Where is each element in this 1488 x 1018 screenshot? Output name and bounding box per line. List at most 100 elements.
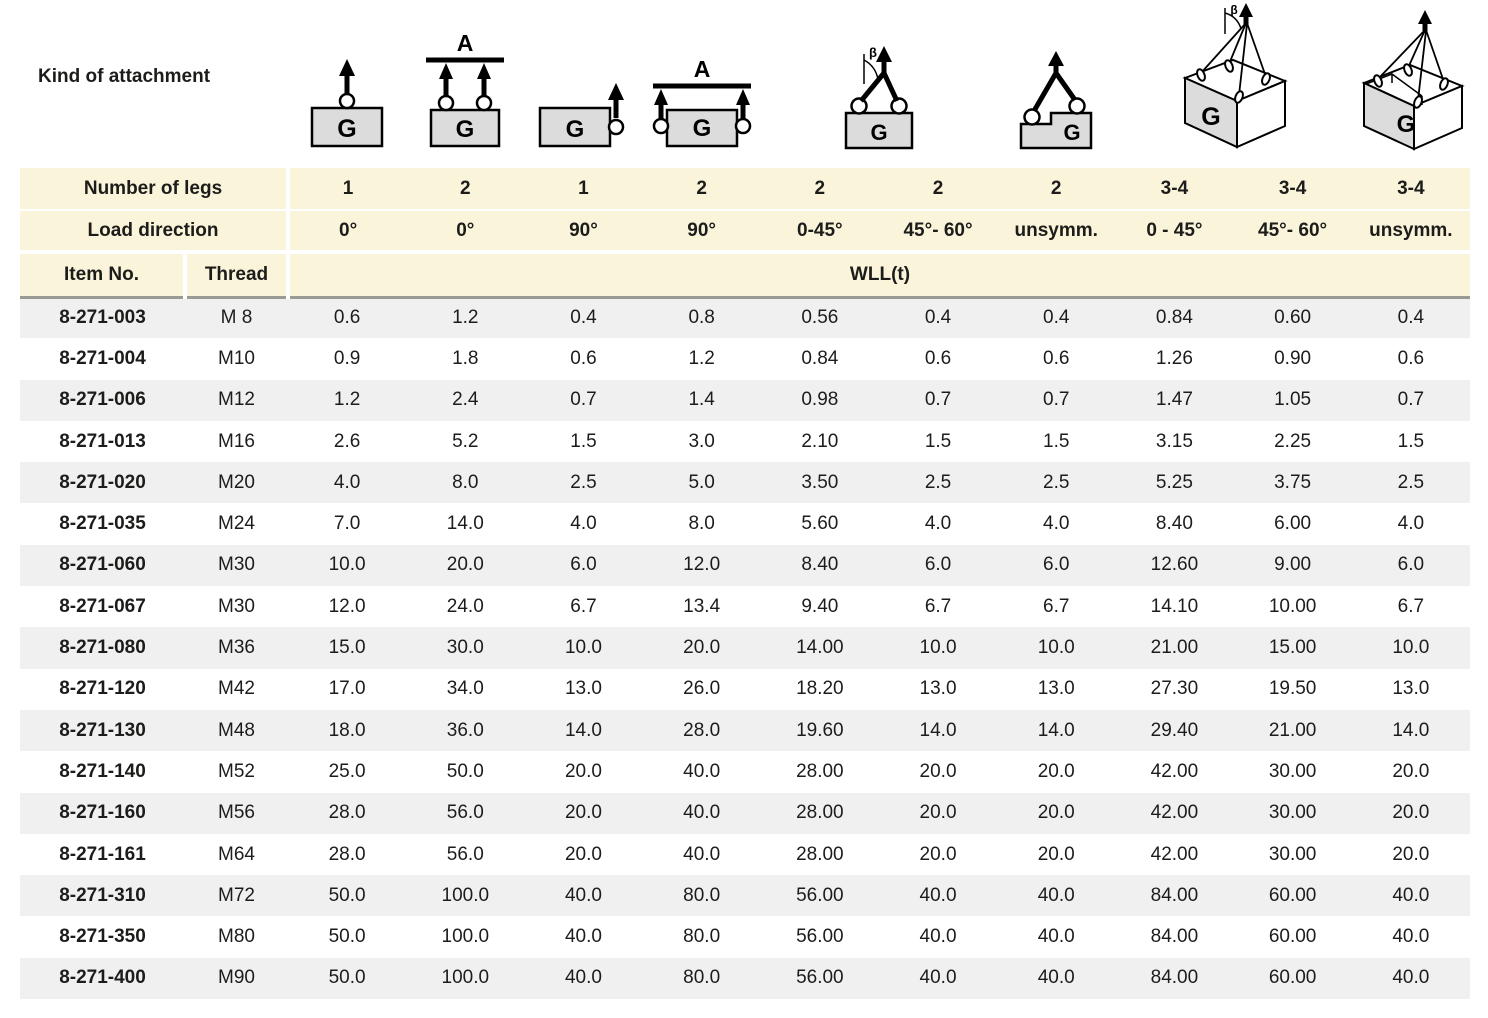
- wll-cell: 20.0: [1351, 792, 1470, 834]
- wll-cell: 10.0: [524, 627, 643, 669]
- thread-cell: M36: [185, 627, 288, 669]
- wll-cell: 1.8: [452, 347, 479, 369]
- table-row: 8-271-160 M56 28.0 56.0 20.0 40.0 28.00 20.0 20.…: [20, 792, 1470, 834]
- wll-cell: 3.15: [1155, 430, 1193, 452]
- wll-cell: 13.0: [1037, 678, 1075, 700]
- thread-cell: M12: [185, 379, 288, 421]
- table-row: 8-271-003 M 8 0.6 1.2 0.4 0.8 0.56 0.4 0.4 0.84 0.…: [20, 297, 1470, 339]
- wll-cell: 0.6: [924, 347, 952, 369]
- wll-cell: 0.84: [801, 347, 839, 369]
- sling-3-4leg-unsymmetric-icon: G: [1352, 7, 1470, 152]
- direction-value: 0-45°: [760, 210, 879, 254]
- wll-cell: 0.4: [524, 297, 643, 339]
- direction-value: 45°- 60°: [878, 210, 998, 254]
- wll-cell: 13.4: [683, 595, 721, 617]
- thread-cell: M48: [185, 709, 288, 752]
- wll-cell: 0.7: [1351, 379, 1470, 421]
- wll-cell: 1.2: [288, 379, 407, 421]
- thread-cell: M30: [185, 544, 288, 587]
- wll-cell: 26.0: [683, 678, 721, 700]
- wll-cell: 6.7: [1397, 595, 1425, 617]
- wll-cell: 5.60: [801, 513, 839, 535]
- wll-cell: 1.26: [1155, 347, 1193, 369]
- wll-cell: 14.0: [878, 709, 998, 752]
- wll-cell: 0.7: [878, 379, 998, 421]
- wll-cell: 8.0: [688, 513, 715, 535]
- load-letter: G: [337, 115, 356, 143]
- wll-cell: 84.00: [1115, 875, 1234, 917]
- wll-cell: 80.0: [683, 926, 721, 948]
- legs-value: 3-4: [1351, 168, 1470, 211]
- wll-cell: 14.10: [1150, 595, 1199, 617]
- thread-cell: M10: [218, 347, 255, 369]
- wll-cell: 7.0: [333, 513, 361, 535]
- wll-cell: 9.40: [801, 595, 839, 617]
- item-no-cell: 8-271-160: [20, 792, 185, 834]
- wll-cell: 50.0: [446, 760, 484, 782]
- wll-cell: 40.0: [878, 957, 998, 1000]
- item-no-cell: 8-271-120: [59, 678, 146, 700]
- wll-cell: 0.4: [878, 297, 998, 339]
- thread-cell: M72: [185, 875, 288, 917]
- wll-cell: 80.0: [642, 957, 761, 1000]
- wll-cell: 8.40: [760, 544, 879, 587]
- legs-value: 2: [997, 168, 1116, 211]
- wll-cell: 0.6: [1043, 347, 1070, 369]
- wll-cell: 56.00: [760, 957, 879, 1000]
- table-row: 8-271-013 M16 2.6 5.2 1.5 3.0 2.10 1.5 1.5 3.15 2.…: [20, 421, 1470, 462]
- wll-cell: 20.0: [524, 792, 643, 834]
- wll-cell: 2.5: [997, 462, 1116, 504]
- beta-letter: β: [869, 45, 877, 60]
- wll-cell: 56.00: [796, 926, 844, 948]
- item-no-cell: 8-271-310: [20, 875, 185, 917]
- wll-cell: 5.25: [1115, 462, 1234, 504]
- wll-cell: 40.0: [997, 875, 1116, 917]
- wll-cell: 100.0: [406, 875, 525, 917]
- item-no-cell: 8-271-067: [59, 595, 146, 617]
- wll-cell: 20.0: [406, 544, 525, 587]
- wll-cell: 1.05: [1233, 379, 1352, 421]
- wll-cell: 17.0: [328, 678, 366, 700]
- wll-cell: 3.50: [760, 462, 879, 504]
- wll-cell: 19.60: [760, 709, 879, 752]
- wll-cell: 40.0: [1351, 957, 1470, 1000]
- wll-cell: 1.2: [406, 297, 525, 339]
- wll-cell: 60.00: [1233, 957, 1352, 1000]
- wll-cell: 40.0: [564, 926, 602, 948]
- eyebolt-1leg-90deg-icon: G: [536, 80, 630, 150]
- wll-cell: 28.00: [760, 792, 879, 834]
- wll-cell: 29.40: [1115, 709, 1234, 752]
- wll-cell: 14.0: [997, 709, 1116, 752]
- table-row: 8-271-130 M48 18.0 36.0 14.0 28.0 19.60 14.0 14.…: [20, 709, 1470, 752]
- wll-cell: 40.0: [878, 875, 998, 917]
- direction-value: unsymm.: [1351, 210, 1470, 254]
- table-body: 8-271-003 M 8 0.6 1.2 0.4 0.8 0.56 0.4 0.4 0.84 0.…: [20, 297, 1470, 1000]
- legs-value: 2: [642, 168, 761, 211]
- eyebolt-2leg-0deg-beam-icon: A G: [420, 32, 510, 150]
- beam-letter: A: [457, 32, 474, 56]
- wll-cell: 20.0: [997, 792, 1116, 834]
- wll-cell: 1.5: [1043, 430, 1070, 452]
- item-no-cell: 8-271-013: [59, 430, 146, 452]
- thread-cell: M16: [218, 430, 255, 452]
- sling-3-4leg-beta-angle-icon: β G: [1169, 2, 1299, 152]
- wll-cell: 24.0: [446, 595, 484, 617]
- wll-cell: 1.2: [688, 347, 715, 369]
- wll-cell: 1.47: [1115, 379, 1234, 421]
- load-letter: G: [1063, 120, 1080, 145]
- thread-cell: M90: [185, 957, 288, 1000]
- eyebolt-1leg-0deg-icon: G: [305, 58, 389, 150]
- wll-cell: 36.0: [406, 709, 525, 752]
- wll-cell: 50.0: [288, 957, 407, 1000]
- wll-cell: 40.0: [524, 957, 643, 1000]
- legs-value: 1: [524, 168, 643, 211]
- table-row: 8-271-035 M24 7.0 14.0 4.0 8.0 5.60 4.0 4.0 8.40 6…: [20, 503, 1470, 544]
- wll-cell: 20.0: [1392, 843, 1430, 865]
- wll-cell: 4.0: [1043, 513, 1070, 535]
- wll-cell: 30.0: [406, 627, 525, 669]
- wll-cell: 84.00: [1150, 926, 1199, 948]
- table-row: 8-271-020 M20 4.0 8.0 2.5 5.0 3.50 2.5 2.5 5.25 3.…: [20, 462, 1470, 504]
- wll-cell: 56.0: [406, 792, 525, 834]
- table-row: 8-271-120 M42 17.0 34.0 13.0 26.0 18.20 13.0 13.…: [20, 669, 1470, 710]
